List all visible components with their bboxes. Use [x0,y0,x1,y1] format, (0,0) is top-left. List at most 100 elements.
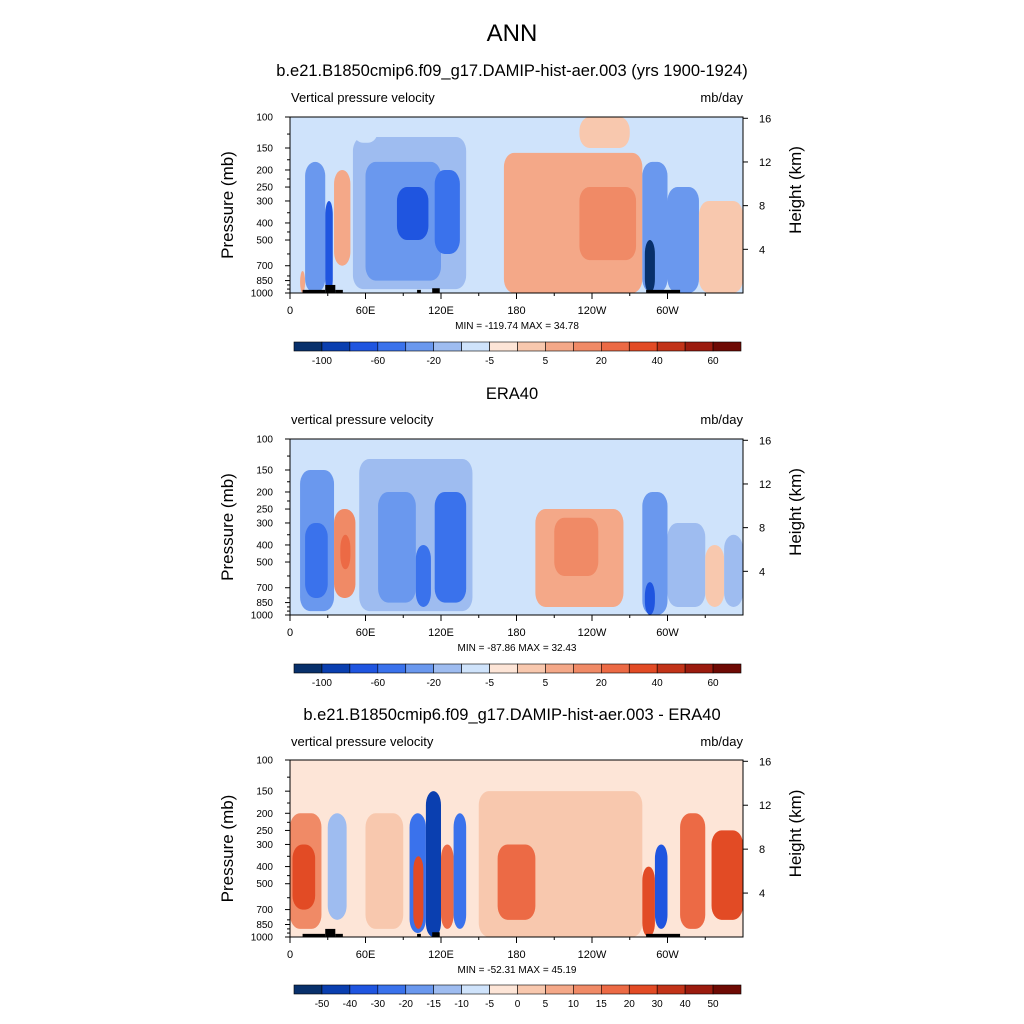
y-tick-label: 100 [256,113,273,124]
height-tick-label: 12 [759,479,771,491]
colorbar-label: -5 [485,999,494,1010]
right-axis-title: Height (km) [786,468,805,556]
x-tick-label: 0 [287,949,293,961]
colorbar-swatch [601,984,630,995]
colorbar-swatch [293,984,323,995]
colorbar-label: -60 [371,356,386,367]
colorbar-swatch [573,341,602,352]
land-mask-5 [646,933,681,937]
contour-region-5 [413,856,424,929]
land-mask-3 [417,289,421,293]
colorbar-swatch [321,663,351,674]
x-tick-label: 60W [656,627,679,639]
y-axis-title: Pressure (mb) [218,473,237,581]
colorbar-swatch [461,984,490,995]
colorbar-label: 20 [624,999,636,1010]
land-mask-5 [646,289,681,293]
land-mask-3 [417,933,421,937]
land-mask-1 [325,284,336,293]
colorbar-label: 60 [708,356,720,367]
contour-region-5 [378,491,416,603]
colorbar-swatch [628,341,658,352]
y-tick-label: 400 [256,862,273,873]
contour-region-11 [644,582,655,615]
colorbar-label: 40 [652,678,664,689]
contour-region-11 [642,866,655,937]
panel-1-title: b.e21.B1850cmip6.f09_g17.DAMIP-hist-aer.… [276,62,748,80]
colorbar-swatch [349,663,379,674]
colorbar-swatch [545,663,574,674]
land-mask-0 [302,289,326,293]
colorbar-swatch [712,984,742,995]
y-tick-label: 300 [256,840,273,851]
y-tick-label: 1000 [251,933,274,944]
colorbar-label: -100 [312,678,332,689]
contour-region-9 [579,187,637,261]
panel-1-variable-label: Vertical pressure velocity [291,90,435,105]
contour-region-9 [554,517,599,576]
colorbar-label: -5 [485,356,494,367]
colorbar-swatch [684,341,714,352]
colorbar-swatch [573,984,602,995]
colorbar-label: 0 [515,999,521,1010]
y-tick-label: 1000 [251,289,274,300]
contour-region-12 [654,844,668,929]
colorbar-label: -30 [371,999,386,1010]
y-tick-label: 400 [256,540,273,551]
x-tick-label: 60W [656,949,679,961]
contour-region-3 [365,813,404,929]
contour-region-12 [667,522,706,607]
x-tick-label: 120W [578,305,607,317]
contour-region-12 [667,187,699,293]
x-tick-label: 60E [356,949,376,961]
colorbar-swatch [656,663,686,674]
colorbar-swatch [545,984,574,995]
y-axis-title: Pressure (mb) [218,795,237,903]
y-tick-label: 700 [256,261,273,272]
y-axis-title: Pressure (mb) [218,151,237,259]
y-tick-label: 500 [256,879,273,890]
y-tick-label: 200 [256,165,273,176]
panel-3-variable-label: vertical pressure velocity [291,734,434,749]
y-tick-label: 500 [256,558,273,569]
colorbar-swatch [461,341,490,352]
right-axis-title: Height (km) [786,146,805,234]
colorbar-label: -20 [399,999,414,1010]
contour-region-14 [724,534,743,607]
colorbar-swatch [489,663,518,674]
contour-region-14 [711,830,743,920]
contour-region-1 [305,522,328,598]
panel-2-title: ERA40 [485,385,539,403]
contour-region-1 [305,161,326,293]
contour-region-2 [327,813,347,920]
colorbar-swatch [377,341,407,352]
colorbar-swatch [405,663,434,674]
y-tick-label: 700 [256,583,273,594]
colorbar-swatch [517,341,546,352]
panel-2-units: mb/day [700,412,743,427]
contour-region-8 [453,813,467,929]
colorbar-label: 20 [596,356,608,367]
x-tick-label: 180 [507,305,525,317]
colorbar-swatch [517,984,546,995]
y-tick-label: 850 [256,598,273,609]
colorbar-label: 60 [708,678,720,689]
panel-1-units: mb/day [700,90,743,105]
x-tick-label: 120W [578,627,607,639]
colorbar-swatch [489,341,518,352]
height-tick-label: 16 [759,435,771,447]
x-tick-label: 60E [356,627,376,639]
colorbar-swatch [545,341,574,352]
colorbar-label: -10 [454,999,469,1010]
contour-region-10 [497,844,536,920]
panel-2-min-max: MIN = -87.86 MAX = 32.43 [457,643,577,654]
panel-3-units: mb/day [700,734,743,749]
y-tick-label: 150 [256,143,273,154]
y-tick-label: 400 [256,218,273,229]
colorbar: -50 -40 -30 -20 -15 -10 -5 0 5 10 15 20 30 40 50 [293,984,742,1010]
land-mask-4 [432,288,440,293]
height-tick-label: 12 [759,157,771,169]
colorbar-swatch [573,663,602,674]
colorbar-swatch [433,341,462,352]
